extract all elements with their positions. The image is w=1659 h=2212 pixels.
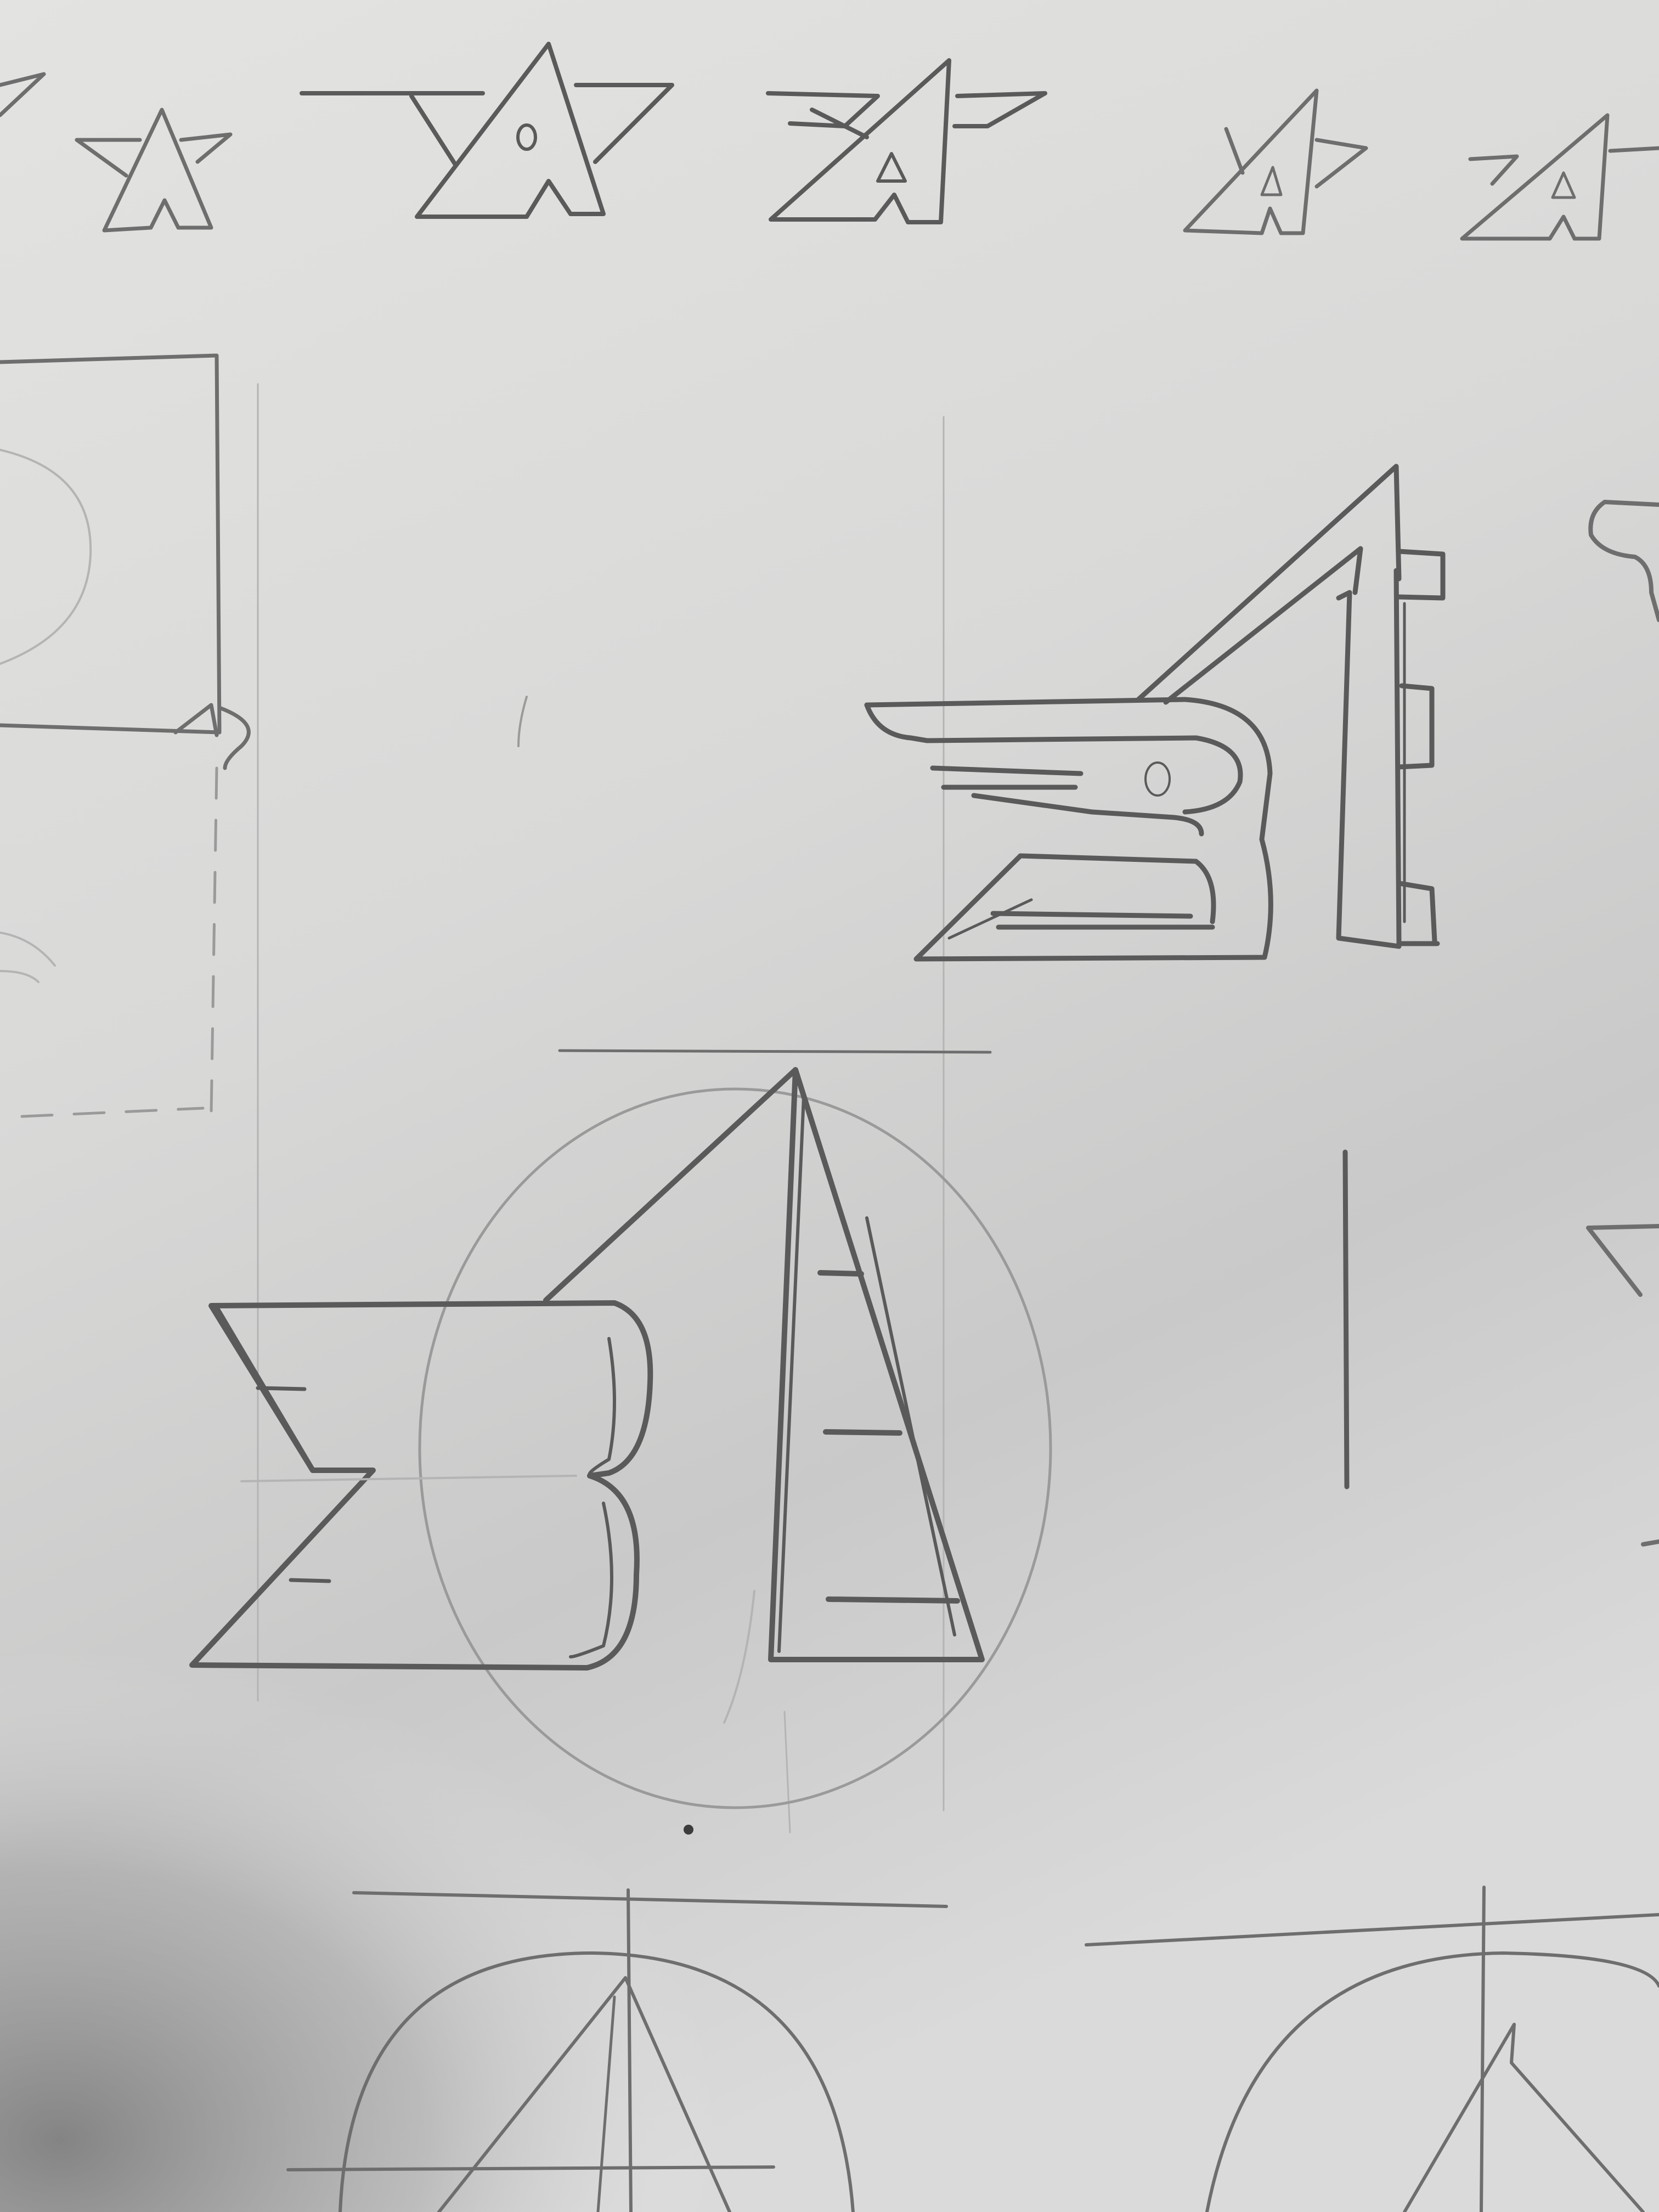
stray-tick bbox=[517, 696, 528, 747]
partial-frame-left-dashed bbox=[20, 766, 218, 1118]
star-a-mark-medium bbox=[300, 42, 674, 219]
star-a-mark-small-3 bbox=[1460, 113, 1659, 241]
construction-circle-right bbox=[1085, 1886, 1659, 2212]
partial-mark-right-edge-2 bbox=[1586, 1224, 1659, 1547]
partial-mark-left-edge bbox=[0, 72, 46, 117]
faint-b-inner-lines bbox=[240, 1475, 755, 1724]
winged-b-e-monogram bbox=[864, 464, 1446, 962]
circle-guide-top-line bbox=[558, 1049, 992, 1054]
star-a-mark-small-2 bbox=[1183, 88, 1368, 235]
star-a-mark-small-1 bbox=[75, 108, 233, 233]
construction-circle-monogram bbox=[418, 1087, 1052, 1809]
vertical-guide-line bbox=[1342, 1149, 1350, 1489]
pencil-dot bbox=[684, 1825, 693, 1835]
hand-shadow bbox=[0, 1317, 1207, 2212]
circle-b-e-monogram bbox=[189, 1067, 985, 1671]
partial-frame-left bbox=[0, 353, 251, 770]
partial-mark-right-edge bbox=[1588, 500, 1659, 622]
construction-circle-left bbox=[286, 1888, 948, 2212]
faint-arc-left bbox=[0, 449, 92, 983]
winged-a-mark bbox=[766, 58, 1047, 224]
